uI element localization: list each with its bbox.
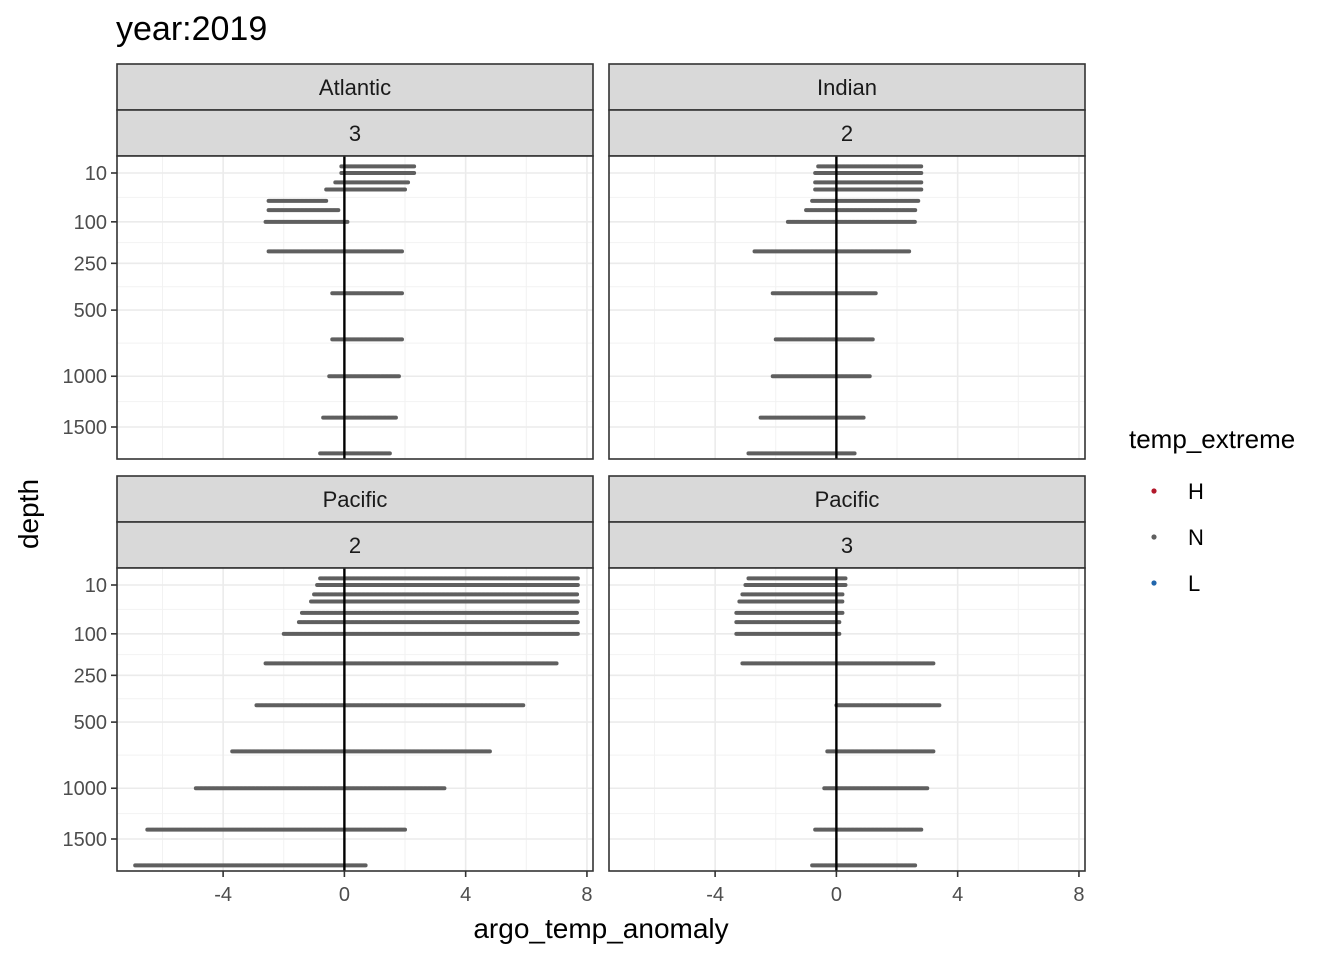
legend-entry-label: L [1188,571,1200,596]
panels-layer: Atlantic31010025050010001500Indian2Pacif… [63,63,1086,906]
facet-strip-top-label: Indian [817,75,877,100]
legend: temp_extreme HNL [1129,424,1295,596]
facet-strip-top-label: Pacific [815,487,880,512]
panel-1: Indian 2 [608,63,1086,460]
y-tick-label: 1500 [63,417,108,439]
facet-strip-top-label: Pacific [323,487,388,512]
panel-border [116,155,594,460]
y-tick-label: 1000 [63,778,108,800]
x-tick-label: 8 [581,884,592,906]
panel-border [116,567,594,872]
panel-0: Atlantic 3 10 100 250 500 1000 1500 [63,63,594,460]
y-tick-label: 500 [74,300,107,322]
panel-background [609,156,1085,459]
y-tick-label: 100 [74,212,107,234]
panel-background [117,156,593,459]
panel-border [608,567,1086,872]
x-tick-label: 0 [831,884,842,906]
y-tick-label: 1500 [63,829,108,851]
legend-entry-label: N [1188,525,1204,550]
y-tick-label: 1000 [63,366,108,388]
y-tick-label: 10 [85,163,107,185]
x-tick-label: 8 [1073,884,1084,906]
x-tick-label: 4 [460,884,471,906]
x-axis-label: argo_temp_anomaly [473,913,728,944]
facet-strip-bottom-label: 3 [349,121,361,146]
x-tick-label: -4 [214,884,232,906]
chart-title: year:2019 [116,10,267,48]
panel-2: Pacific 2 10 100 250 500 1000 1500 -4 0 4 8 [63,475,594,906]
facet-strip-top [608,475,1086,523]
facet-strip-bottom [608,521,1086,569]
legend-key-dot [1151,534,1157,540]
facet-strip-top [116,475,594,523]
x-tick-label: 4 [952,884,963,906]
panel-background [117,568,593,871]
panel-background [609,568,1085,871]
panel-border [608,155,1086,460]
y-axis-label: depth [13,479,44,549]
legend-key-dot [1151,580,1157,586]
legend-key-dot [1151,488,1157,494]
legend-title: temp_extreme [1129,424,1295,454]
x-tick-label: 0 [339,884,350,906]
facet-strip-bottom [116,109,594,157]
facet-strip-bottom-label: 3 [841,533,853,558]
facet-strip-top-label: Atlantic [319,75,391,100]
x-tick-label: -4 [706,884,724,906]
legend-items: HNL [1151,479,1204,596]
facet-strip-bottom-label: 2 [349,533,361,558]
panel-3: Pacific 3 -4 0 4 8 [608,475,1086,906]
y-tick-label: 250 [74,665,107,687]
facet-strip-bottom [116,521,594,569]
y-tick-label: 250 [74,253,107,275]
y-tick-label: 500 [74,712,107,734]
y-tick-label: 100 [74,624,107,646]
facet-strip-bottom-label: 2 [841,121,853,146]
facet-strip-top [608,63,1086,111]
facet-strip-top [116,63,594,111]
y-tick-label: 10 [85,575,107,597]
legend-entry-label: H [1188,479,1204,504]
